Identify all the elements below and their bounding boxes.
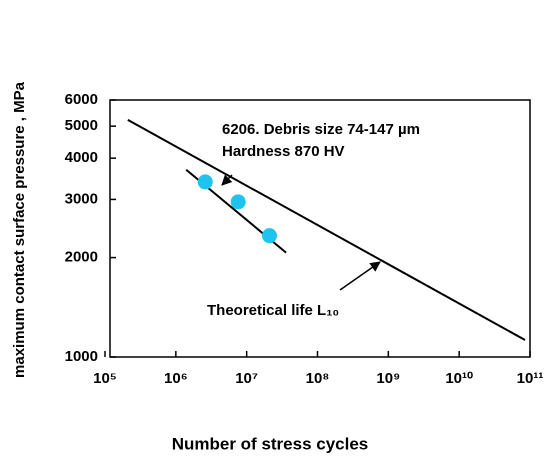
- x-axis-label: Number of stress cycles: [172, 434, 369, 453]
- line: [127, 118, 526, 341]
- y-tick-label: 4000: [65, 149, 98, 166]
- plot-frame: [109, 99, 531, 358]
- x-tick-label: 10⁶: [164, 370, 188, 387]
- y-tick-label: 6000: [65, 91, 98, 108]
- point: [197, 174, 213, 190]
- point: [230, 194, 246, 210]
- x-tick-label: 10⁸: [306, 370, 330, 387]
- annotation: 6206. Debris size 74-147 µm: [222, 121, 420, 138]
- y-axis-label: maximum contact surface pressure , MPa: [11, 81, 28, 378]
- y-tick-label: 1000: [65, 348, 98, 365]
- x-tick-label: 10⁵: [93, 370, 117, 387]
- x-tick-label: 10¹⁰: [445, 370, 473, 387]
- annotation: Hardness 870 HV: [222, 143, 345, 160]
- annotation: Theoretical life L₁₀: [207, 302, 339, 319]
- point: [261, 228, 277, 244]
- y-tick-label: 5000: [65, 117, 98, 134]
- y-tick-label: 2000: [65, 249, 98, 266]
- x-tick-label: 10¹¹: [517, 370, 544, 387]
- arrow: [339, 261, 381, 291]
- x-tick-label: 10⁷: [235, 370, 258, 387]
- x-tick-label: 10⁹: [376, 370, 400, 387]
- y-tick-label: 3000: [65, 190, 98, 207]
